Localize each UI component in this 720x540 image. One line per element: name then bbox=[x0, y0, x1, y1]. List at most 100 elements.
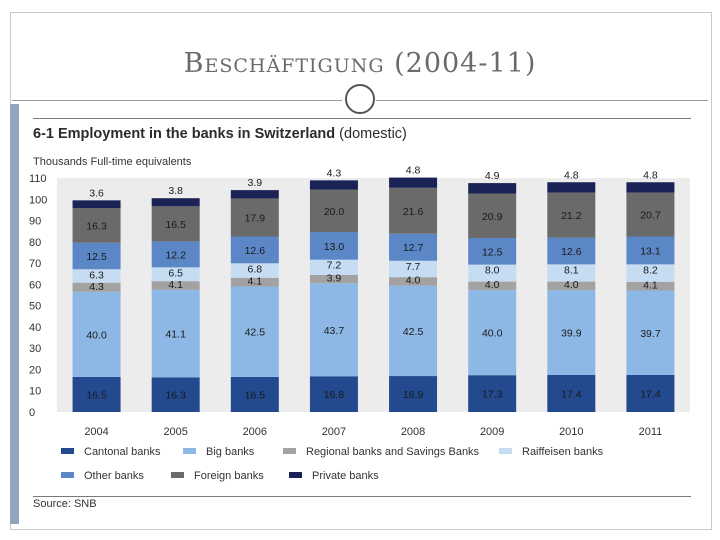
bar-segment-raiffeisen bbox=[151, 267, 200, 282]
bar-segment-raiffeisen bbox=[626, 264, 675, 282]
bar-segment-cantonal bbox=[626, 374, 675, 412]
y-tick-label: 90 bbox=[29, 216, 41, 228]
data-label-big: 39.9 bbox=[561, 328, 582, 340]
legend-label-other: Other banks bbox=[84, 470, 144, 482]
chart-units-label: Thousands Full-time equivalents bbox=[33, 156, 192, 168]
data-label-private: 4.9 bbox=[485, 170, 500, 182]
legend-label-raiffeisen: Raiffeisen banks bbox=[522, 446, 604, 458]
legend-swatch-big bbox=[183, 448, 196, 454]
y-tick-label: 30 bbox=[29, 343, 41, 355]
data-label-other: 12.6 bbox=[245, 245, 266, 257]
data-label-foreign: 20.0 bbox=[324, 206, 345, 218]
bar-segment-private bbox=[389, 177, 438, 188]
chart-panel: 6-1 Employment in the banks in Switzerla… bbox=[21, 116, 693, 518]
slide-title: Beschäftigung (2004-11) bbox=[183, 48, 537, 79]
bar-segment-big bbox=[230, 286, 279, 377]
bar-segment-cantonal bbox=[309, 376, 358, 412]
bar-segment-private bbox=[626, 182, 675, 193]
data-label-private: 4.8 bbox=[564, 169, 579, 181]
data-label-foreign: 17.9 bbox=[245, 212, 266, 224]
data-label-other: 12.2 bbox=[165, 249, 186, 261]
bar-segment-foreign bbox=[389, 187, 438, 234]
bar-segment-private bbox=[547, 182, 596, 193]
data-label-regional: 3.9 bbox=[327, 272, 342, 284]
y-tick-label: 50 bbox=[29, 301, 41, 313]
data-label-regional: 4.1 bbox=[248, 275, 263, 287]
bar-segment-raiffeisen bbox=[309, 259, 358, 276]
bar-segment-big bbox=[626, 290, 675, 375]
data-label-private: 4.8 bbox=[643, 169, 658, 181]
bar-segment-regional bbox=[468, 281, 517, 291]
x-tick-label: 2006 bbox=[243, 426, 267, 438]
bar-segment-other bbox=[547, 237, 596, 265]
data-label-raiffeisen: 7.2 bbox=[327, 260, 342, 272]
bar-segment-foreign bbox=[626, 192, 675, 237]
data-label-big: 40.0 bbox=[86, 329, 107, 341]
stacked-bar-chart: 010203040506070809010011016.540.04.36.31… bbox=[29, 165, 690, 482]
bar-segment-raiffeisen bbox=[72, 269, 121, 283]
bar-segment-foreign bbox=[230, 198, 279, 237]
legend-swatch-private bbox=[289, 472, 302, 478]
data-label-private: 3.9 bbox=[248, 177, 263, 189]
bar-segment-foreign bbox=[72, 207, 121, 243]
data-label-raiffeisen: 7.7 bbox=[406, 261, 421, 273]
data-label-cantonal: 16.8 bbox=[324, 389, 345, 401]
data-label-cantonal: 16.5 bbox=[86, 389, 107, 401]
data-label-regional: 4.1 bbox=[643, 280, 658, 292]
data-label-big: 42.5 bbox=[245, 327, 266, 339]
bar-segment-regional bbox=[389, 277, 438, 286]
bar-segment-raiffeisen bbox=[468, 264, 517, 282]
data-label-private: 3.6 bbox=[89, 187, 104, 199]
bar-segment-other bbox=[626, 236, 675, 265]
data-label-big: 43.7 bbox=[324, 325, 345, 337]
data-label-raiffeisen: 8.2 bbox=[643, 264, 658, 276]
bar-segment-raiffeisen bbox=[230, 263, 279, 278]
bar-segment-regional bbox=[151, 281, 200, 290]
data-label-other: 12.5 bbox=[482, 246, 503, 258]
y-tick-label: 40 bbox=[29, 322, 41, 334]
bar-segment-other bbox=[389, 233, 438, 261]
bar-segment-regional bbox=[230, 277, 279, 287]
legend-label-private: Private banks bbox=[312, 470, 379, 482]
data-label-foreign: 20.7 bbox=[640, 209, 661, 221]
bar-segment-private bbox=[309, 180, 358, 190]
data-label-private: 4.8 bbox=[406, 165, 421, 177]
data-label-regional: 4.0 bbox=[564, 279, 579, 291]
data-label-raiffeisen: 6.3 bbox=[89, 269, 104, 281]
bar-segment-private bbox=[72, 200, 121, 208]
data-label-private: 4.3 bbox=[327, 167, 342, 179]
bar-segment-private bbox=[151, 198, 200, 207]
x-tick-label: 2011 bbox=[639, 426, 663, 438]
data-label-regional: 4.3 bbox=[89, 281, 104, 293]
title-ring-ornament bbox=[345, 84, 375, 114]
data-label-regional: 4.0 bbox=[406, 275, 421, 287]
chart-source: Source: SNB bbox=[33, 498, 97, 510]
bar-segment-cantonal bbox=[468, 375, 517, 412]
data-label-cantonal: 17.4 bbox=[640, 388, 661, 400]
bar-segment-private bbox=[468, 183, 517, 194]
data-label-foreign: 21.2 bbox=[561, 210, 582, 222]
data-label-foreign: 20.9 bbox=[482, 211, 503, 223]
data-label-foreign: 16.5 bbox=[165, 219, 186, 231]
data-label-foreign: 16.3 bbox=[86, 220, 107, 232]
data-label-private: 3.8 bbox=[168, 185, 183, 197]
bar-segment-big bbox=[72, 291, 121, 377]
bar-segment-other bbox=[230, 236, 279, 264]
y-tick-label: 20 bbox=[29, 364, 41, 376]
bar-segment-big bbox=[389, 285, 438, 377]
bar-segment-cantonal bbox=[230, 376, 279, 412]
data-label-cantonal: 17.3 bbox=[482, 389, 503, 401]
title-divider-left bbox=[12, 100, 342, 101]
data-label-big: 42.5 bbox=[403, 326, 424, 338]
x-tick-label: 2009 bbox=[480, 426, 504, 438]
bar-segment-cantonal bbox=[547, 374, 596, 412]
bar-segment-other bbox=[309, 232, 358, 260]
data-label-other: 13.0 bbox=[324, 241, 345, 253]
bar-segment-other bbox=[72, 242, 121, 270]
data-label-raiffeisen: 8.1 bbox=[564, 264, 579, 276]
legend-swatch-cantonal bbox=[61, 448, 74, 454]
bar-segment-big bbox=[547, 290, 596, 375]
bar-segment-raiffeisen bbox=[547, 264, 596, 282]
y-tick-label: 10 bbox=[29, 386, 41, 398]
legend-label-regional: Regional banks and Savings Banks bbox=[306, 446, 480, 458]
